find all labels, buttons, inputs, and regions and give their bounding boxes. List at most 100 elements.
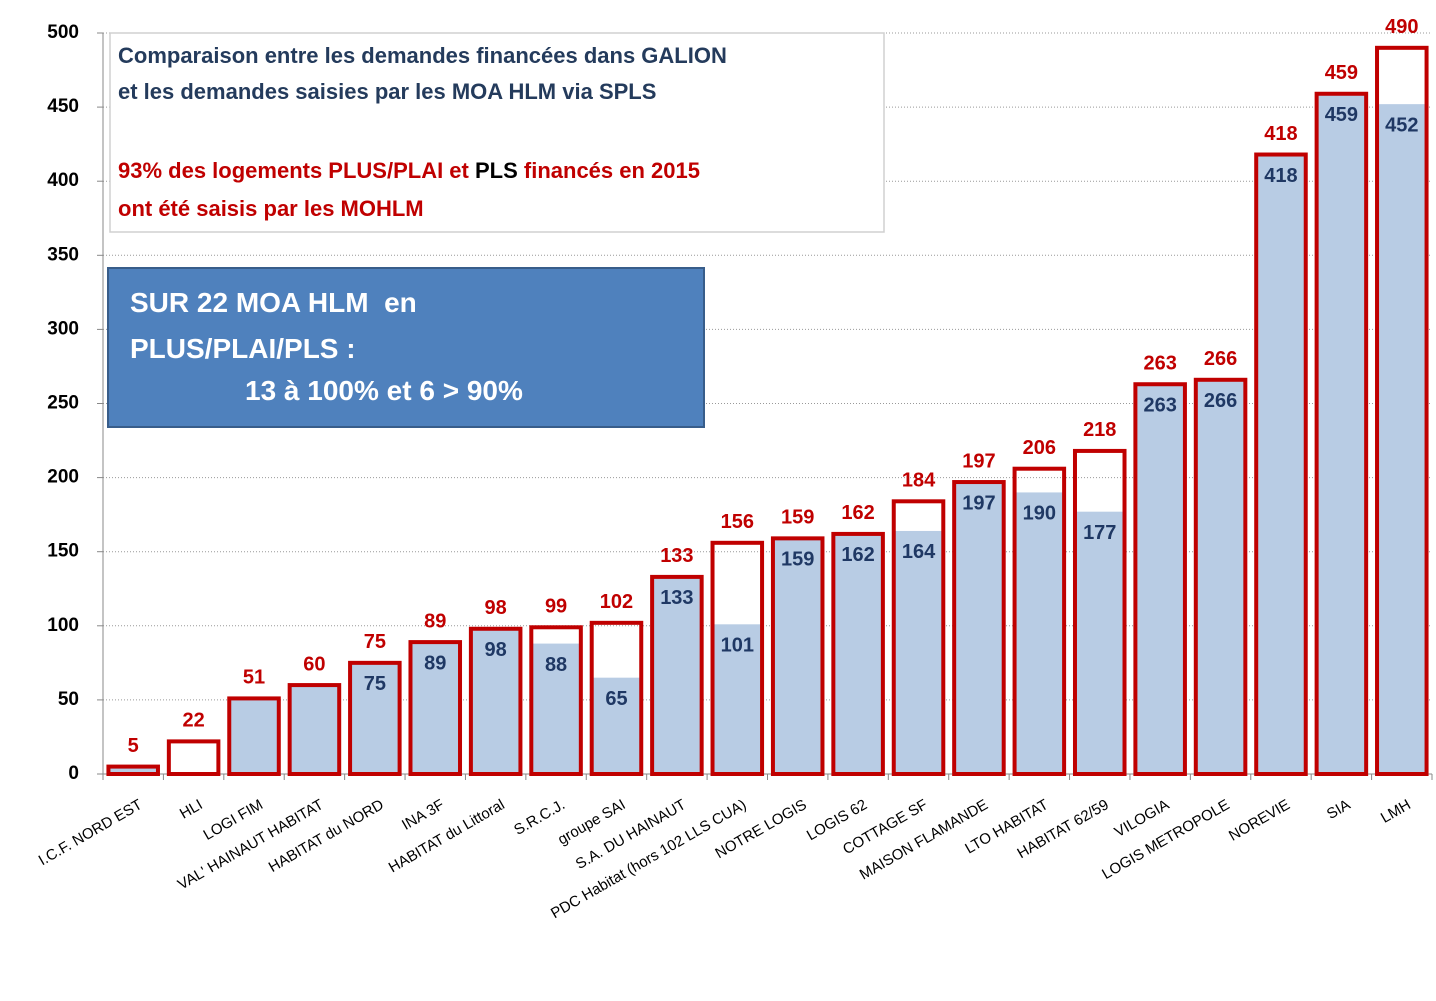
value-label-financees: 459 xyxy=(1325,62,1358,84)
bar-financees xyxy=(408,640,463,776)
annotation-line: PLUS/PLAI/PLS : xyxy=(130,333,356,364)
annotation-run: 13 à 100% et 6 > 90% xyxy=(245,375,523,406)
bar-saisies xyxy=(1377,104,1427,775)
bar-financees xyxy=(106,764,160,777)
y-tick-label: 100 xyxy=(47,615,79,636)
value-label-saisies: 190 xyxy=(1023,503,1056,525)
bar-financees xyxy=(650,574,704,776)
value-label-saisies: 162 xyxy=(841,544,874,566)
y-tick-label: 450 xyxy=(47,96,79,117)
value-label-financees: 263 xyxy=(1143,353,1176,375)
bar-saisies xyxy=(772,538,823,774)
value-label-saisies: 88 xyxy=(545,654,567,676)
bar-saisies xyxy=(893,530,944,774)
value-label-saisies: 164 xyxy=(902,541,936,563)
value-label-financees: 51 xyxy=(243,667,265,689)
value-label-saisies: 418 xyxy=(1264,165,1297,187)
value-label-saisies: 197 xyxy=(962,492,995,514)
value-label-saisies: 159 xyxy=(781,549,814,571)
value-label-saisies: 101 xyxy=(721,635,754,657)
annotation-run: 93% des logements PLUS/PLAI et xyxy=(118,158,475,183)
annotation-run: ont été saisis par les MOHLM xyxy=(118,196,424,221)
x-tick-label: LMH xyxy=(1378,796,1414,827)
x-tick-label: HABITAT du Littoral xyxy=(386,796,508,876)
value-label-saisies: 452 xyxy=(1385,114,1418,136)
annotation-line: ont été saisis par les MOHLM xyxy=(118,196,424,221)
bar-financees xyxy=(1314,91,1369,776)
bar-saisies xyxy=(531,643,581,774)
annotation-line: et les demandes saisies par les MOA HLM … xyxy=(118,79,656,104)
bar-financees xyxy=(1375,45,1429,776)
bar-financees xyxy=(770,536,825,776)
title-box xyxy=(109,32,885,233)
bar-financees xyxy=(166,739,221,776)
annotation-line: Comparaison entre les demandes financées… xyxy=(118,43,727,68)
y-tick-label: 300 xyxy=(47,318,79,339)
y-tick-label: 400 xyxy=(47,170,79,191)
bar-saisies xyxy=(1256,154,1306,775)
annotation-run: PLS xyxy=(475,158,518,183)
value-label-saisies: 89 xyxy=(424,652,446,674)
bar-saisies xyxy=(652,576,702,774)
annotation-run: financés en 2015 xyxy=(518,158,700,183)
bar-financees xyxy=(1012,466,1067,776)
value-label-financees: 156 xyxy=(721,511,754,533)
value-label-financees: 99 xyxy=(545,596,567,618)
bar-saisies xyxy=(1195,379,1246,774)
annotation-run: SUR 22 MOA HLM en xyxy=(130,287,417,318)
bar-financees xyxy=(348,660,402,776)
value-label-financees: 206 xyxy=(1023,437,1056,459)
bar-financees xyxy=(468,626,523,776)
value-label-financees: 197 xyxy=(962,450,995,472)
x-tick-label: HABITAT du NORD xyxy=(266,796,387,876)
value-label-financees: 98 xyxy=(485,597,507,619)
y-tick-label: 500 xyxy=(47,22,79,43)
annotation-run: PLUS/PLAI/PLS : xyxy=(130,333,356,364)
value-label-saisies: 263 xyxy=(1143,395,1176,417)
value-label-financees: 218 xyxy=(1083,419,1116,441)
value-label-financees: 159 xyxy=(781,507,814,529)
bar-saisies xyxy=(1074,511,1125,774)
bar-financees xyxy=(831,531,885,777)
value-label-financees: 184 xyxy=(902,470,936,492)
value-label-financees: 5 xyxy=(128,735,139,757)
bar-financees xyxy=(952,480,1006,776)
bar-financees xyxy=(287,683,342,777)
y-tick-label: 0 xyxy=(68,763,79,784)
annotation-run: Comparaison entre les demandes financées… xyxy=(118,43,727,68)
bar-saisies xyxy=(350,662,400,774)
bar-saisies xyxy=(1135,384,1185,774)
annotation-line: SUR 22 MOA HLM en xyxy=(130,287,417,318)
value-label-financees: 22 xyxy=(182,710,204,732)
value-label-financees: 418 xyxy=(1264,123,1297,145)
bar-saisies xyxy=(289,685,340,774)
x-tick-label: I.C.F. NORD EST xyxy=(36,796,146,869)
value-label-financees: 490 xyxy=(1385,16,1418,38)
value-label-saisies: 459 xyxy=(1325,104,1358,126)
bar-saisies xyxy=(229,698,279,774)
bar-saisies xyxy=(108,766,158,774)
bar-saisies xyxy=(1014,492,1065,774)
value-label-financees: 89 xyxy=(424,610,446,632)
value-label-saisies: 98 xyxy=(485,639,507,661)
bar-financees xyxy=(1133,382,1187,776)
y-tick-label: 250 xyxy=(47,393,79,414)
bar-saisies xyxy=(470,628,521,774)
annotation-line: 13 à 100% et 6 > 90% xyxy=(245,375,523,406)
bar-financees xyxy=(891,499,946,776)
value-label-financees: 162 xyxy=(841,502,874,524)
y-tick-label: 200 xyxy=(47,467,79,488)
summary-box xyxy=(107,267,705,428)
bar-financees xyxy=(710,540,765,776)
bar-financees xyxy=(1072,448,1127,776)
bar-financees xyxy=(589,620,644,776)
annotation-line: 93% des logements PLUS/PLAI et PLS finan… xyxy=(118,158,700,183)
bar-financees xyxy=(227,696,281,777)
value-label-saisies: 75 xyxy=(364,673,386,695)
y-tick-label: 350 xyxy=(47,244,79,265)
bar-financees xyxy=(1193,377,1248,776)
bar-financees xyxy=(1254,152,1308,777)
value-label-saisies: 266 xyxy=(1204,390,1237,412)
bar-saisies xyxy=(410,642,461,774)
